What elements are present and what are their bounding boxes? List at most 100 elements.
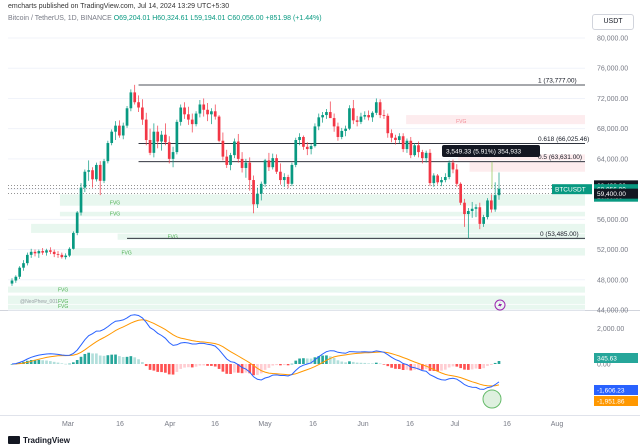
x-tick-label: Jun — [357, 421, 368, 428]
macd-histogram-bar — [33, 359, 37, 364]
macd-tag-label: 345.63 — [597, 356, 617, 363]
y-tick-label: 68,000.00 — [597, 126, 628, 133]
macd-histogram-bar — [305, 358, 309, 364]
tradingview-logo-text: TradingView — [23, 436, 70, 445]
macd-histogram-bar — [267, 364, 271, 368]
macd-histogram-bar — [225, 364, 229, 374]
macd-histogram-bar — [440, 364, 443, 371]
macd-histogram-bar — [106, 355, 110, 364]
candle-body — [394, 137, 397, 140]
candle-body — [114, 125, 117, 132]
x-tick-label: Jul — [451, 421, 460, 428]
candle-body — [33, 251, 37, 254]
macd-histogram-bar — [359, 362, 363, 364]
candle-body — [14, 276, 18, 281]
macd-histogram-bar — [417, 364, 420, 370]
fvg-label: FVG — [456, 119, 466, 125]
candle-body — [137, 102, 140, 108]
macd-histogram-bar — [121, 357, 125, 364]
candle-body — [171, 152, 175, 159]
y-tick-label: 44,000.00 — [597, 308, 628, 315]
candle-body — [497, 188, 501, 196]
macd-histogram-bar — [390, 364, 393, 368]
macd-histogram-bar — [313, 357, 317, 364]
candle-body — [470, 208, 474, 212]
macd-histogram-bar — [141, 362, 144, 364]
macd-histogram-bar — [175, 364, 179, 372]
currency-button[interactable]: USDT — [592, 14, 634, 30]
macd-histogram-bar — [443, 364, 447, 370]
candle-body — [436, 175, 439, 183]
candle-body — [144, 119, 148, 140]
macd-histogram-bar — [466, 364, 470, 370]
macd-histogram-bar — [302, 358, 305, 364]
candle-body — [405, 140, 409, 150]
candle-body — [45, 250, 48, 253]
candle-body — [141, 107, 144, 120]
candle-body — [279, 171, 282, 181]
macd-histogram-bar — [382, 364, 386, 365]
macd-histogram-bar — [252, 364, 255, 376]
macd-histogram-bar — [463, 364, 466, 370]
candle-body — [194, 113, 198, 125]
candle-body — [83, 171, 87, 188]
candle-body — [432, 175, 436, 184]
macd-histogram-bar — [45, 360, 48, 364]
candle-body — [271, 158, 275, 168]
candle-body — [286, 177, 290, 184]
macd-histogram-bar — [10, 364, 14, 365]
candle-body — [382, 115, 386, 116]
macd-histogram-bar — [455, 364, 459, 367]
macd-histogram-bar — [367, 363, 370, 364]
fvg-zone — [59, 194, 586, 206]
macd-histogram-bar — [436, 364, 439, 372]
y-tick-label: 48,000.00 — [597, 277, 628, 284]
macd-histogram-bar — [52, 361, 56, 364]
candle-body — [91, 170, 94, 180]
macd-histogram-bar — [248, 364, 252, 374]
macd-histogram-bar — [91, 353, 94, 364]
macd-histogram-bar — [68, 363, 71, 365]
macd-histogram-bar — [49, 361, 52, 364]
macd-histogram-bar — [129, 356, 133, 364]
macd-tag-label: -1,606.23 — [597, 388, 625, 395]
candle-body — [321, 115, 324, 118]
candle-body — [290, 164, 294, 184]
macd-histogram-bar — [286, 364, 290, 366]
candle-body — [202, 104, 206, 110]
candle-body — [125, 108, 129, 126]
candle-body — [121, 125, 125, 136]
macd-histogram-bar — [102, 355, 106, 364]
candle-body — [160, 134, 163, 142]
macd-histogram-bar — [401, 364, 405, 371]
candle-body — [25, 254, 29, 264]
fvg-label: FVG — [121, 251, 131, 257]
candle-body — [64, 255, 68, 258]
candle-body — [447, 162, 451, 178]
candle-body — [49, 250, 52, 252]
candle-body — [348, 108, 351, 129]
time-axis-line — [0, 415, 640, 416]
macd-histogram-bar — [95, 353, 98, 364]
macd-histogram-bar — [233, 364, 236, 373]
candle-body — [198, 104, 202, 114]
macd-histogram-bar — [351, 361, 355, 364]
macd-histogram-bar — [489, 364, 493, 365]
candle-body — [478, 207, 482, 224]
candle-body — [217, 116, 221, 141]
price-tag-bg — [552, 184, 592, 195]
candle-body — [489, 200, 493, 210]
macd-histogram-bar — [137, 359, 140, 364]
macd-histogram-bar — [98, 355, 102, 364]
macd-histogram-bar — [378, 363, 382, 365]
macd-tag-bg — [594, 353, 638, 363]
x-tick-label: Apr — [165, 421, 177, 428]
candle-body — [175, 121, 179, 153]
fvg-zone — [59, 211, 586, 217]
macd-histogram-bar — [148, 364, 152, 370]
candle-body — [332, 118, 336, 127]
candle-body — [474, 207, 478, 209]
x-tick-label: 16 — [406, 421, 414, 428]
macd-histogram-bar — [217, 364, 221, 369]
